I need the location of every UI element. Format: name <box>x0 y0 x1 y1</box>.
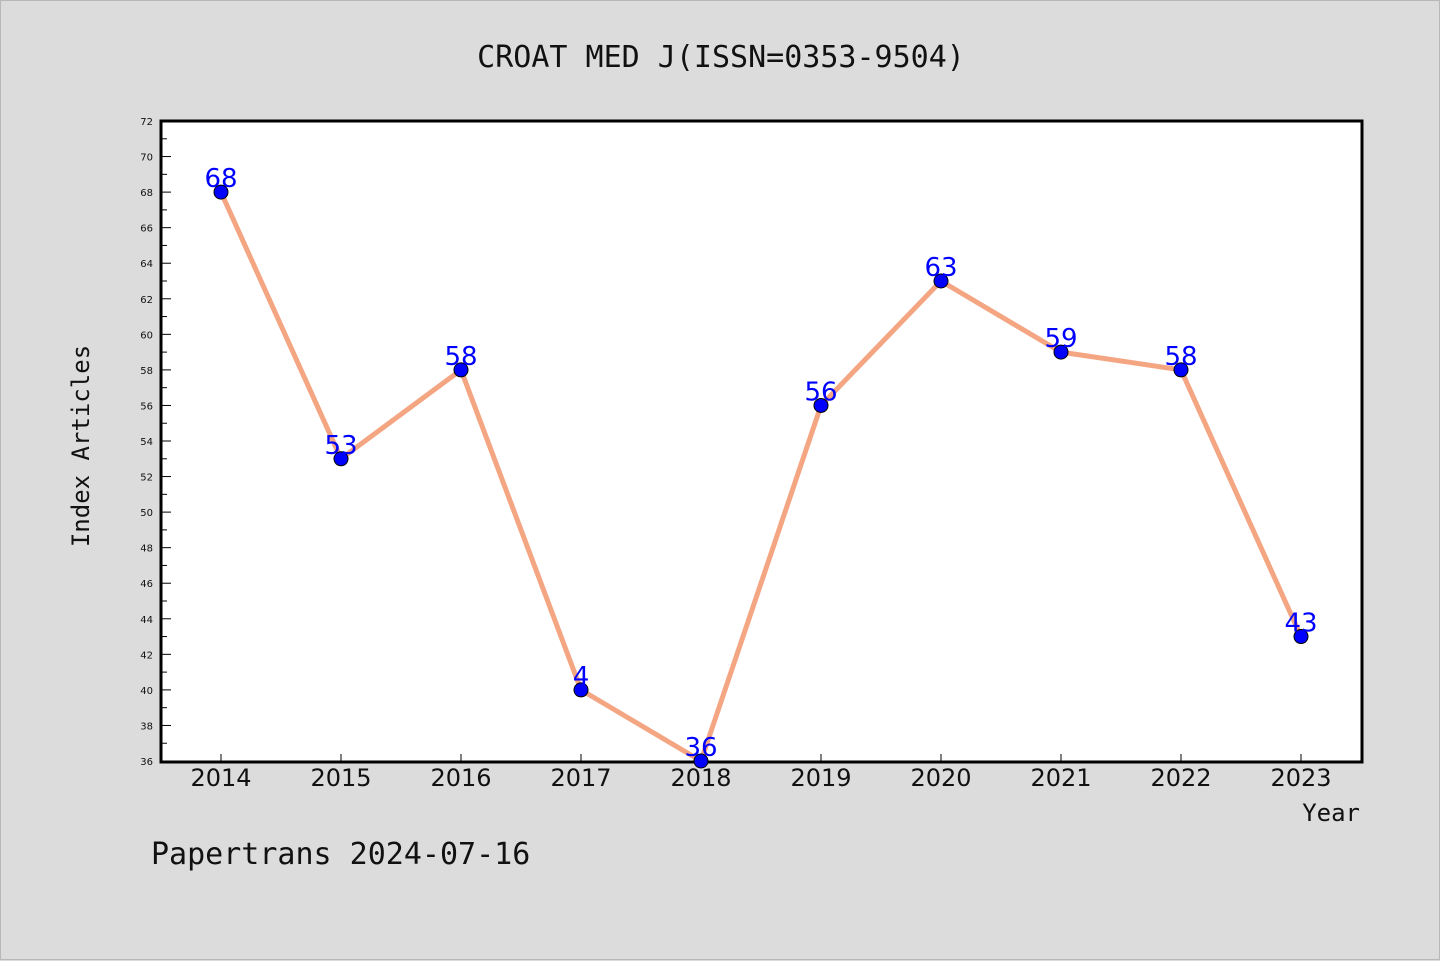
data-label: 43 <box>1284 609 1317 639</box>
data-label: 4 <box>573 662 590 692</box>
data-label: 56 <box>804 377 837 407</box>
x-tick-label: 2023 <box>1270 764 1331 792</box>
data-point <box>693 753 709 769</box>
y-axis-label: Index Articles <box>67 345 95 547</box>
y-tick-label: 38 <box>140 721 153 732</box>
y-tick-label: 52 <box>140 473 153 484</box>
data-point <box>573 682 589 698</box>
data-point <box>1293 629 1309 645</box>
y-tick-label: 60 <box>140 330 153 341</box>
data-label: 58 <box>444 342 477 372</box>
y-tick-label: 58 <box>140 366 153 377</box>
y-tick-label: 56 <box>140 401 153 412</box>
y-axis: 36 38 40 42 44 46 48 50 52 54 56 58 60 62 64 66 68 70 72 <box>140 117 171 768</box>
footer-watermark: Papertrans 2024-07-16 <box>151 837 530 872</box>
y-tick-label: 66 <box>140 224 153 235</box>
series-line <box>218 191 1304 764</box>
data-point <box>933 273 949 289</box>
data-labels: 68 53 58 4 36 56 63 59 58 43 <box>204 164 1317 763</box>
x-tick-label: 2017 <box>550 764 611 792</box>
x-axis-label: Year <box>1302 799 1360 827</box>
y-tick-label: 44 <box>140 615 153 626</box>
y-tick-label: 68 <box>140 188 153 199</box>
y-tick-label: 42 <box>140 650 153 661</box>
y-tick-label: 64 <box>140 259 153 270</box>
x-tick-label: 2020 <box>910 764 971 792</box>
x-axis: 2014 2015 2016 2017 2018 2019 2020 2021 2022 2023 <box>190 754 1332 792</box>
x-tick-label: 2016 <box>430 764 491 792</box>
x-tick-label: 2022 <box>1150 764 1211 792</box>
data-point <box>813 397 829 413</box>
data-label: 53 <box>324 431 357 461</box>
y-tick-label: 54 <box>140 437 153 448</box>
y-tick-label: 72 <box>140 117 153 128</box>
x-tick-label: 2014 <box>190 764 251 792</box>
y-tick-label: 48 <box>140 544 153 555</box>
data-label: 58 <box>1164 342 1197 372</box>
data-point <box>453 362 469 378</box>
y-tick-label: 62 <box>140 295 153 306</box>
series <box>213 184 1309 769</box>
data-point <box>213 184 229 200</box>
y-tick-label: 40 <box>140 686 153 697</box>
y-tick-label: 50 <box>140 508 153 519</box>
y-tick-label: 70 <box>140 153 153 164</box>
x-tick-label: 2018 <box>670 764 731 792</box>
data-label: 36 <box>684 733 717 763</box>
x-tick-label: 2015 <box>310 764 371 792</box>
x-tick-label: 2019 <box>790 764 851 792</box>
y-tick-label: 36 <box>140 757 153 768</box>
data-label: 63 <box>924 253 957 283</box>
data-label: 68 <box>204 164 237 194</box>
data-point <box>333 451 349 467</box>
y-tick-label: 46 <box>140 579 153 590</box>
x-tick-label: 2021 <box>1030 764 1091 792</box>
data-label: 59 <box>1044 324 1077 354</box>
data-point <box>1053 344 1069 360</box>
chart-title: CROAT MED J(ISSN=0353-9504) <box>477 40 965 75</box>
data-point <box>1173 362 1189 378</box>
